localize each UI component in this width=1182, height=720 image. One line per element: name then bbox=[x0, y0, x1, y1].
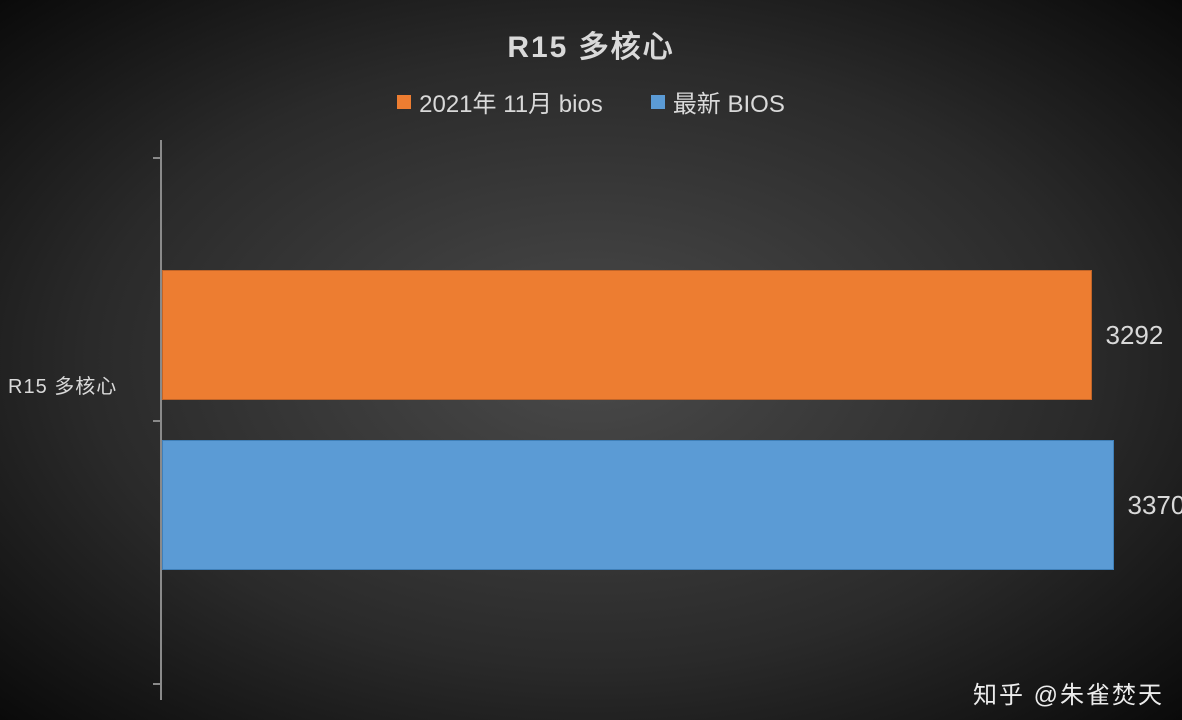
axis-tick bbox=[153, 420, 160, 422]
legend-swatch-1 bbox=[651, 95, 665, 109]
legend-label-1: 最新 BIOS bbox=[673, 84, 785, 119]
y-axis-line bbox=[160, 140, 162, 700]
plot-area: 3292 3370 bbox=[160, 140, 1120, 700]
legend-swatch-0 bbox=[397, 95, 411, 109]
y-axis-category-label: R15 多核心 bbox=[8, 370, 117, 399]
bar-value-0: 3292 bbox=[1106, 320, 1164, 351]
axis-tick bbox=[153, 683, 160, 685]
bar-value-1: 3370 bbox=[1128, 490, 1182, 521]
legend-item-1: 最新 BIOS bbox=[651, 84, 785, 119]
bar-series-1 bbox=[162, 440, 1114, 570]
bar-series-0 bbox=[162, 270, 1092, 400]
chart-title: R15 多核心 bbox=[0, 0, 1182, 66]
axis-tick bbox=[153, 157, 160, 159]
legend-label-0: 2021年 11月 bios bbox=[419, 84, 603, 119]
legend: 2021年 11月 bios 最新 BIOS bbox=[0, 84, 1182, 119]
legend-item-0: 2021年 11月 bios bbox=[397, 84, 603, 119]
watermark-text: 知乎 @朱雀焚天 bbox=[973, 675, 1164, 710]
